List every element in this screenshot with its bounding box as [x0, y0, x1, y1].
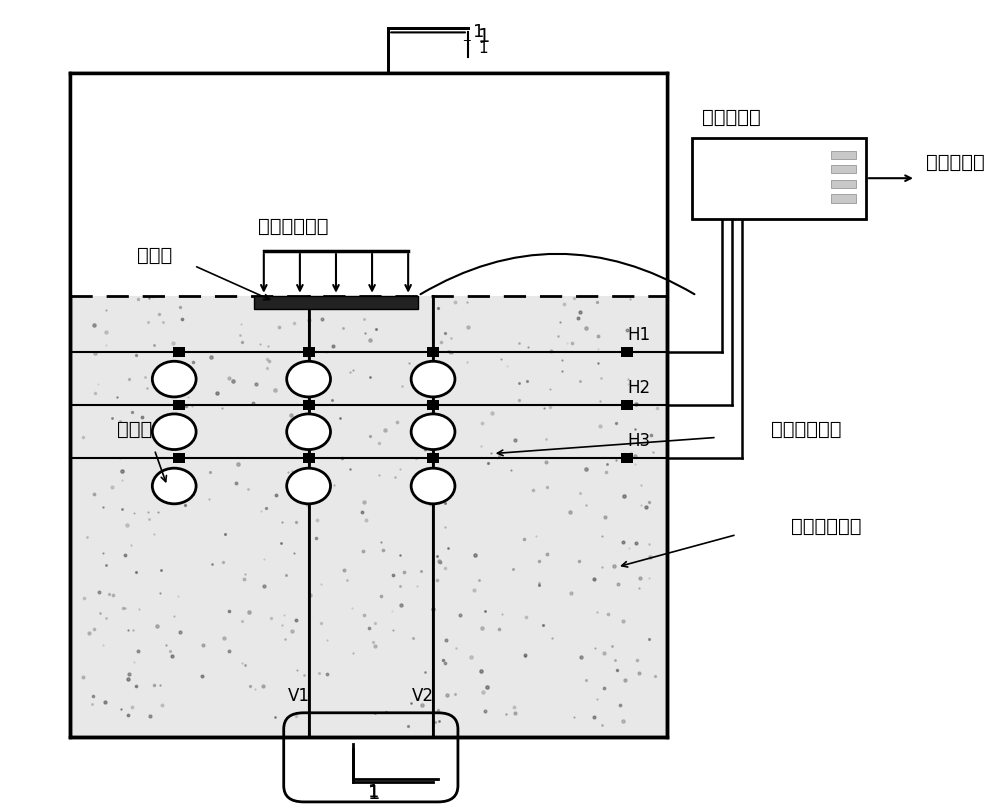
Text: V2: V2	[412, 687, 434, 705]
Text: 标记点: 标记点	[117, 420, 152, 439]
Circle shape	[152, 361, 196, 397]
Text: H2: H2	[627, 379, 650, 397]
Text: H3: H3	[627, 432, 650, 450]
Text: 连接计算机: 连接计算机	[926, 152, 985, 172]
Bar	[173, 400, 185, 410]
Bar	[621, 400, 633, 410]
Bar	[621, 347, 633, 357]
Bar	[70, 73, 667, 296]
Text: 加载板: 加载板	[137, 245, 172, 265]
Circle shape	[411, 361, 455, 397]
Circle shape	[411, 468, 455, 504]
Bar	[173, 453, 185, 463]
Bar	[621, 453, 633, 463]
Text: 1: 1	[473, 23, 484, 41]
Bar	[831, 165, 856, 173]
Bar	[427, 453, 439, 463]
Bar	[831, 194, 856, 202]
Circle shape	[152, 414, 196, 450]
Text: 1: 1	[478, 27, 490, 46]
Bar	[303, 400, 315, 410]
Text: 应变感测光纤: 应变感测光纤	[771, 420, 842, 439]
Text: ─: ─	[463, 36, 470, 45]
Circle shape	[152, 468, 196, 504]
Text: 光纤解调他: 光纤解调他	[702, 108, 761, 127]
Bar	[831, 180, 856, 188]
Bar	[173, 347, 185, 357]
Bar	[303, 453, 315, 463]
Text: 1: 1	[478, 41, 487, 56]
Circle shape	[287, 468, 331, 504]
Text: H1: H1	[627, 326, 650, 344]
Bar	[427, 347, 439, 357]
Text: 砂码静力加载: 砂码静力加载	[258, 217, 329, 237]
Bar	[254, 296, 418, 309]
Text: 1: 1	[368, 783, 380, 801]
Bar	[831, 151, 856, 159]
Bar	[427, 400, 439, 410]
Text: 1: 1	[368, 784, 381, 804]
Circle shape	[287, 414, 331, 450]
Text: 沙土地基模型: 沙土地基模型	[791, 517, 862, 536]
Text: V1: V1	[288, 687, 310, 705]
Bar	[303, 347, 315, 357]
Bar	[692, 138, 866, 219]
Circle shape	[287, 361, 331, 397]
Bar	[70, 73, 667, 737]
Circle shape	[411, 414, 455, 450]
